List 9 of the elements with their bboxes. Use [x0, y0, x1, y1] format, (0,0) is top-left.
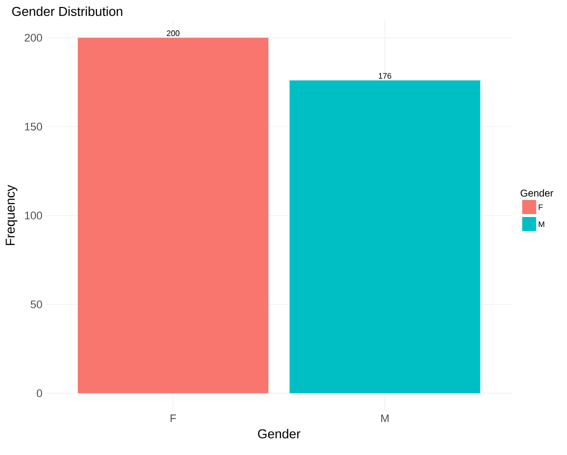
y-tick-label: 100 [25, 212, 42, 220]
y-tick-label: 200 [24, 34, 42, 42]
y-tick-label: 50 [30, 300, 42, 308]
y-tick-label: 150 [25, 122, 42, 131]
x-axis-title: Gender [258, 428, 300, 438]
y-axis-title: Frequency [6, 184, 18, 246]
chart-title: Gender Distribution [12, 6, 122, 16]
legend-title: Gender [520, 189, 554, 197]
y-tick-label: 0 [36, 389, 42, 398]
